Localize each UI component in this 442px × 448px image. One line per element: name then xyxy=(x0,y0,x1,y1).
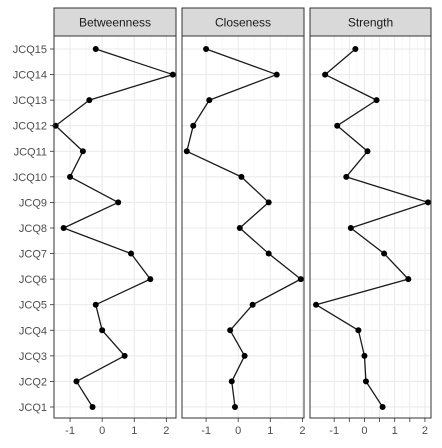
data-point-closeness-jcq15 xyxy=(203,46,210,52)
data-point-betweenness-jcq5 xyxy=(92,301,99,308)
data-point-betweenness-jcq15 xyxy=(92,46,99,52)
panel-title-betweenness: Betweenness xyxy=(79,16,151,30)
strip-betweenness xyxy=(53,7,177,37)
data-point-strength-jcq11 xyxy=(364,148,371,155)
strip-closeness xyxy=(181,7,305,37)
panel-border-betweenness xyxy=(53,35,177,419)
y-tick-label-jcq14: JCQ14 xyxy=(13,70,47,82)
data-point-betweenness-jcq10 xyxy=(67,173,74,180)
data-point-betweenness-jcq1 xyxy=(89,403,96,410)
y-tick-label-jcq8: JCQ8 xyxy=(19,223,47,235)
y-tick-label-jcq6: JCQ6 xyxy=(19,274,47,286)
data-point-closeness-jcq14 xyxy=(273,71,280,78)
data-point-betweenness-jcq8 xyxy=(60,224,67,231)
panel-border-strength xyxy=(309,35,432,419)
data-point-betweenness-jcq9 xyxy=(115,199,122,206)
panel-title-strength: Strength xyxy=(348,16,393,30)
panel-background-closeness xyxy=(182,36,304,418)
data-point-betweenness-jcq14 xyxy=(169,71,176,78)
x-tick-label-betweenness: -1 xyxy=(65,425,75,437)
x-tick-label-strength: 1 xyxy=(392,425,398,437)
data-point-strength-jcq15 xyxy=(352,46,359,52)
data-point-closeness-jcq8 xyxy=(236,224,243,231)
data-point-strength-jcq7 xyxy=(381,250,388,257)
data-point-strength-jcq2 xyxy=(362,378,369,385)
data-point-betweenness-jcq3 xyxy=(121,352,128,359)
data-point-closeness-jcq11 xyxy=(183,148,190,155)
data-point-closeness-jcq13 xyxy=(206,97,213,104)
data-point-betweenness-jcq11 xyxy=(79,148,86,155)
y-tick-label-jcq2: JCQ2 xyxy=(19,376,47,388)
y-tick-label-jcq5: JCQ5 xyxy=(19,300,47,312)
data-point-betweenness-jcq6 xyxy=(147,276,154,283)
x-tick-label-betweenness: 0 xyxy=(99,425,105,437)
data-point-betweenness-jcq2 xyxy=(73,378,80,385)
data-point-closeness-jcq1 xyxy=(231,403,238,410)
y-tick-label-jcq12: JCQ12 xyxy=(13,121,47,133)
y-tick-label-jcq15: JCQ15 xyxy=(13,44,47,56)
data-point-betweenness-jcq4 xyxy=(99,327,106,334)
x-tick-label-strength: 0 xyxy=(361,425,367,437)
data-point-closeness-jcq2 xyxy=(228,378,235,385)
data-point-strength-jcq6 xyxy=(405,276,412,283)
data-point-strength-jcq5 xyxy=(313,301,320,308)
y-tick-label-jcq13: JCQ13 xyxy=(13,95,47,107)
data-point-strength-jcq14 xyxy=(322,71,329,78)
y-tick-label-jcq9: JCQ9 xyxy=(19,197,47,209)
x-tick-label-closeness: 2 xyxy=(299,425,305,437)
panel-background-strength xyxy=(310,36,431,418)
x-tick-label-strength: -1 xyxy=(329,425,339,437)
x-tick-label-betweenness: 1 xyxy=(131,425,137,437)
data-point-closeness-jcq5 xyxy=(249,301,256,308)
data-point-strength-jcq3 xyxy=(361,352,368,359)
data-point-closeness-jcq6 xyxy=(297,276,304,283)
panel-border-closeness xyxy=(181,35,305,419)
data-point-closeness-jcq4 xyxy=(227,327,234,334)
y-tick-label-jcq4: JCQ4 xyxy=(19,325,47,337)
data-point-strength-jcq9 xyxy=(424,199,431,206)
panel-title-closeness: Closeness xyxy=(215,16,271,30)
x-tick-label-closeness: -1 xyxy=(201,425,211,437)
strip-strength xyxy=(309,7,432,37)
data-point-strength-jcq13 xyxy=(373,97,380,104)
y-tick-label-jcq7: JCQ7 xyxy=(19,249,47,261)
data-point-betweenness-jcq13 xyxy=(86,97,93,104)
y-tick-label-jcq10: JCQ10 xyxy=(13,172,47,184)
data-point-closeness-jcq7 xyxy=(265,250,272,257)
data-point-closeness-jcq9 xyxy=(265,199,272,206)
y-tick-label-jcq1: JCQ1 xyxy=(19,402,47,414)
data-point-strength-jcq12 xyxy=(334,122,341,129)
x-tick-label-closeness: 0 xyxy=(235,425,241,437)
x-tick-label-closeness: 1 xyxy=(267,425,273,437)
data-point-strength-jcq4 xyxy=(355,327,362,334)
data-point-strength-jcq10 xyxy=(343,173,350,180)
data-point-closeness-jcq10 xyxy=(238,173,245,180)
data-point-closeness-jcq12 xyxy=(190,122,197,129)
y-tick-label-jcq3: JCQ3 xyxy=(19,351,47,363)
x-tick-label-strength: 2 xyxy=(422,425,428,437)
y-tick-label-jcq11: JCQ11 xyxy=(14,146,47,158)
data-point-strength-jcq1 xyxy=(379,403,386,410)
x-tick-label-betweenness: 2 xyxy=(163,425,169,437)
data-point-strength-jcq8 xyxy=(347,224,354,231)
data-point-closeness-jcq3 xyxy=(241,352,248,359)
data-point-betweenness-jcq7 xyxy=(128,250,135,257)
